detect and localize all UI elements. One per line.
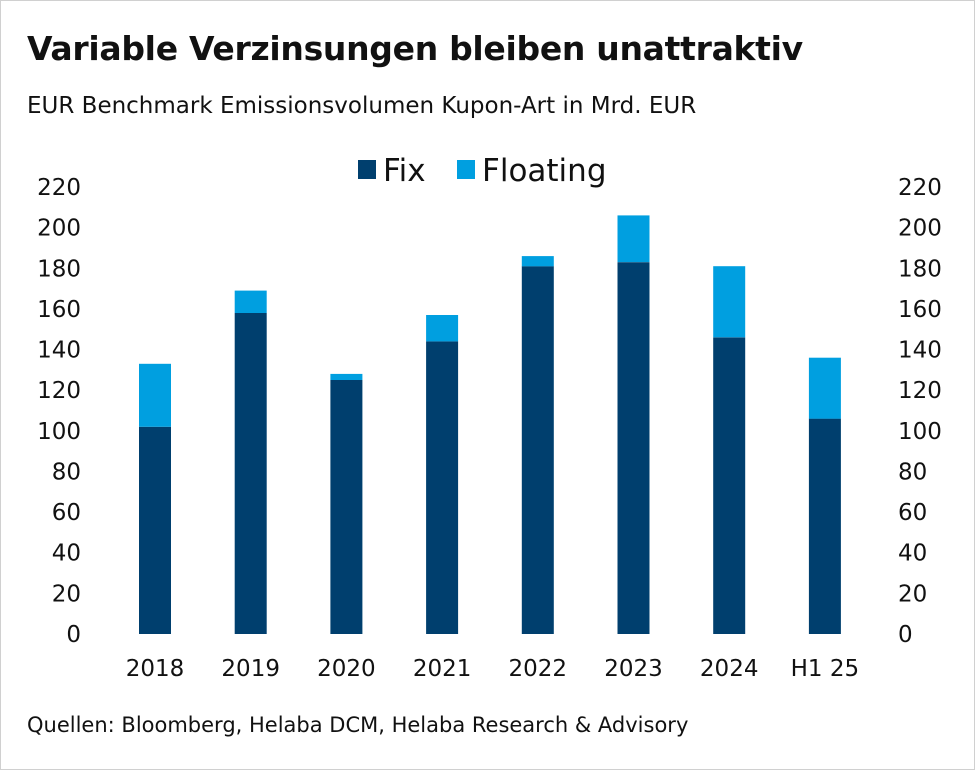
bar-floating-2024 [713,266,746,338]
legend-label-floating: Floating [482,153,607,189]
bar-floating-2018 [139,363,171,427]
x-tick-label: 2018 [126,656,185,682]
bar-fix-2022 [521,266,554,634]
x-tick-label: 2024 [700,656,759,682]
y-tick-left: 100 [37,419,81,445]
y-tick-left: 200 [37,216,81,242]
bar-fix-2020 [330,380,363,634]
y-tick-right: 220 [898,175,942,201]
y-tick-left: 120 [37,378,81,404]
legend-swatch-floating [457,160,475,179]
bar-floating-2021 [426,315,459,342]
y-tick-left: 60 [52,500,81,526]
y-tick-right: 100 [898,419,942,445]
y-tick-left: 220 [37,175,81,201]
y-tick-right: 80 [898,459,927,485]
y-tick-left: 180 [37,256,81,282]
bar-fix-h1-25 [808,418,841,634]
y-tick-right: 120 [898,378,942,404]
y-tick-left: 40 [52,541,81,567]
x-tick-label: 2021 [413,656,472,682]
bar-fix-2019 [234,313,267,634]
bar-fix-2018 [139,426,171,634]
y-tick-right: 160 [898,297,942,323]
y-tick-right: 140 [898,338,942,364]
legend: Fix Floating [358,153,607,189]
y-axis-right: 0 20 40 60 80 100 120 140 160 180 200 220 [898,175,942,648]
y-tick-left: 80 [52,459,81,485]
y-tick-left: 0 [66,622,81,648]
x-tick-label: 2022 [509,656,568,682]
chart-subtitle: EUR Benchmark Emissionsvolumen Kupon-Art… [27,93,697,119]
bars [139,215,841,634]
x-tick-label: H1 25 [791,656,860,682]
y-tick-left: 140 [37,338,81,364]
y-tick-left: 160 [37,297,81,323]
y-tick-right: 20 [898,581,927,607]
x-tick-label: 2019 [221,656,280,682]
bar-floating-2023 [617,215,650,263]
y-tick-right: 60 [898,500,927,526]
legend-swatch-fix [358,160,376,179]
y-tick-right: 40 [898,541,927,567]
bar-fix-2023 [617,262,650,634]
y-axis-left: 0 20 40 60 80 100 120 140 160 180 200 220 [37,175,81,648]
bar-floating-2019 [234,290,267,313]
bar-fix-2024 [713,337,746,634]
y-tick-right: 0 [898,622,913,648]
y-tick-right: 180 [898,256,942,282]
bar-floating-2022 [521,256,554,267]
source-note: Quellen: Bloomberg, Helaba DCM, Helaba R… [27,713,689,737]
chart-title: Variable Verzinsungen bleiben unattrakti… [27,29,803,68]
x-tick-label: 2020 [317,656,376,682]
bar-fix-2021 [426,341,459,634]
bar-floating-h1-25 [808,357,841,419]
y-tick-left: 20 [52,581,81,607]
legend-label-fix: Fix [383,153,426,189]
y-tick-right: 200 [898,216,942,242]
bar-floating-2020 [330,373,363,380]
x-axis: 2018 2019 2020 2021 2022 2023 2024 H1 25 [126,656,859,682]
x-tick-label: 2023 [604,656,663,682]
